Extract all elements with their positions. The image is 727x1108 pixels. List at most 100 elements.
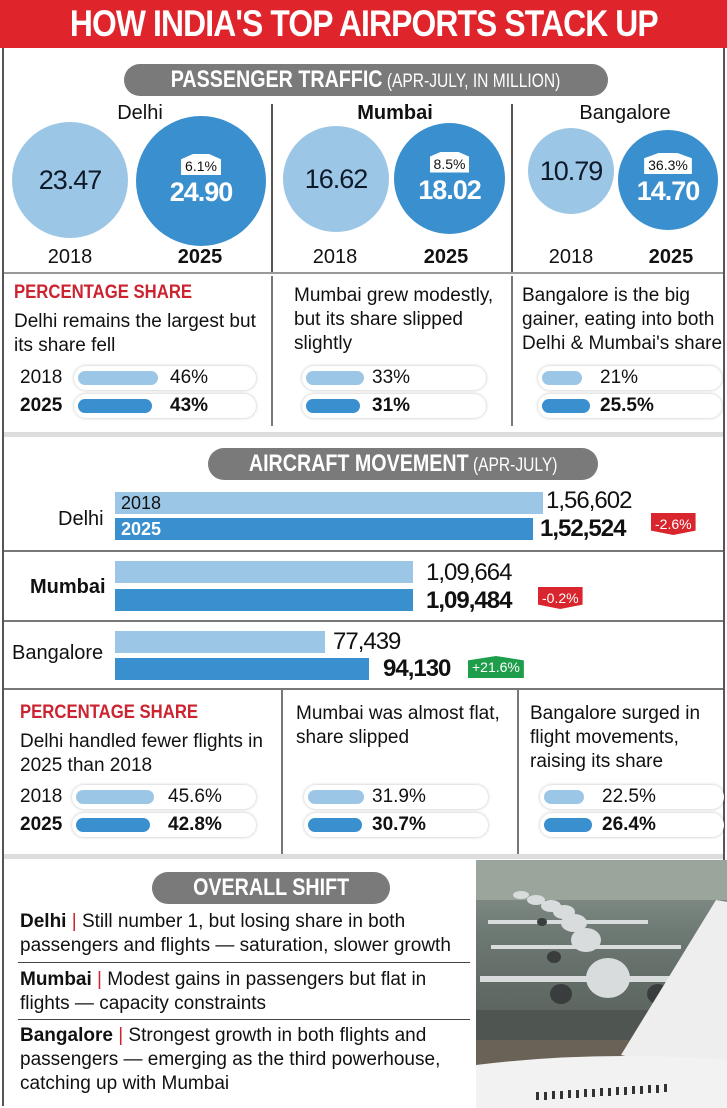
overall-shift-heading: OVERALL SHIFT (152, 872, 390, 904)
share-row-mumbai-2018: 31.9% (304, 785, 488, 809)
share-value: 46% (170, 367, 209, 388)
growth-badge: 36.3% (644, 153, 692, 174)
value: 10.79 (539, 155, 604, 186)
share-row-delhi-2018: 46% (74, 366, 256, 390)
share-row-bangalore-2025: 25.5% (538, 394, 722, 418)
share-value: 26.4% (602, 814, 656, 835)
title-text: HOW INDIA'S TOP AIRPORTS STACK UP (69, 3, 659, 44)
share-description: Mumbai was almost flat, share slipped (296, 703, 500, 748)
bar-delhi-2025: 2025 (115, 518, 533, 540)
share-bar (542, 399, 590, 413)
share-row-bangalore-2018: 21% (538, 366, 722, 390)
growth-badge: 8.5% (429, 151, 470, 173)
infographic-frame (2, 48, 725, 1106)
share-value: 31% (372, 395, 411, 416)
city-label-mumbai: Mumbai (30, 576, 106, 598)
bubble-bangalore-2018: 10.79 (528, 128, 614, 214)
shift-city: Mumbai (20, 969, 92, 990)
value-2025: 1,52,524 (540, 515, 626, 542)
value-2018: 1,56,602 (546, 487, 632, 514)
share-heading-text: PERCENTAGE SHARE (20, 702, 199, 723)
share-bar (76, 790, 154, 804)
shift-text: Modest gains in passengers but flat in f… (20, 969, 427, 1014)
value-2025: 94,130 (383, 655, 451, 682)
bubble-bangalore-2025: 36.3% 14.70 (618, 130, 718, 230)
share-bar (542, 371, 582, 385)
share-value: 43% (170, 395, 209, 416)
heading-main: PASSENGER TRAFFIC (171, 66, 383, 93)
shift-text: Still number 1, but losing share in both… (20, 911, 451, 956)
section-divider (4, 432, 723, 437)
divider (4, 550, 723, 552)
bar-mumbai-2018 (115, 561, 413, 583)
share-value: 45.6% (168, 786, 222, 807)
passenger-section-heading: PASSENGER TRAFFIC (APR-JULY, IN MILLION) (124, 64, 608, 96)
year-label: 2018 (20, 367, 63, 388)
value-2025: 1,09,484 (426, 587, 512, 614)
bar-mumbai-2025 (115, 589, 413, 611)
share-value: 31.9% (372, 786, 426, 807)
shift-item-mumbai: Mumbai | Modest gains in passengers but … (20, 968, 472, 1016)
divider (4, 620, 723, 622)
divider (271, 276, 273, 426)
share-bar (78, 399, 152, 413)
share-row-mumbai-2025: 30.7% (304, 813, 488, 837)
shift-city: Delhi (20, 911, 67, 932)
share-heading: PERCENTAGE SHARE (20, 702, 222, 724)
heading-main: AIRCRAFT MOVEMENT (248, 450, 469, 477)
bubble-delhi-2025: 6.1% 24.90 (136, 116, 266, 246)
share-value: 33% (372, 367, 411, 388)
shift-item-delhi: Delhi | Still number 1, but losing share… (20, 910, 472, 958)
share-value: 30.7% (372, 814, 426, 835)
divider (18, 1019, 470, 1020)
year-label: 2025 (648, 246, 694, 268)
separator: | (112, 1025, 129, 1046)
bar-year-label: 2025 (121, 519, 162, 539)
bar-year-label: 2018 (121, 493, 162, 513)
share-bar (78, 371, 158, 385)
year-label: 2018 (548, 246, 594, 268)
share-description: Mumbai grew modestly, but its share slip… (294, 285, 494, 354)
change-badge-growth: +21.6% (468, 656, 524, 678)
share-bar (76, 818, 150, 832)
divider (18, 962, 470, 963)
value: 23.47 (38, 164, 103, 195)
heading-main: OVERALL SHIFT (192, 874, 349, 901)
growth-badge: 6.1% (181, 154, 221, 175)
share-heading: PERCENTAGE SHARE (14, 282, 216, 304)
share-row-bangalore-2018: 22.5% (540, 785, 724, 809)
value: 24.90 (169, 177, 234, 207)
share-value: 22.5% (602, 786, 656, 807)
value: 16.62 (304, 163, 369, 194)
share-row-mumbai-2025: 31% (302, 394, 486, 418)
city-label-delhi: Delhi (117, 102, 163, 124)
airplanes-image (476, 860, 727, 1108)
share-bar (544, 790, 584, 804)
shift-item-bangalore: Bangalore | Strongest growth in both fli… (20, 1024, 472, 1096)
bar-bangalore-2018 (115, 631, 325, 653)
city-label-bangalore: Bangalore (12, 642, 104, 664)
share-value: 25.5% (600, 395, 654, 416)
share-value: 42.8% (168, 814, 222, 835)
year-label: 2018 (20, 786, 63, 807)
share-description: Delhi remains the largest but its share … (14, 311, 256, 356)
divider (517, 690, 519, 856)
year-label: 2025 (20, 395, 63, 416)
share-row-delhi-2025: 42.8% (72, 813, 256, 837)
value-2018: 1,09,664 (426, 559, 512, 586)
share-row-delhi-2018: 45.6% (72, 785, 256, 809)
value: 18.02 (418, 174, 482, 205)
bubble-mumbai-2018: 16.62 (283, 126, 389, 232)
divider (271, 104, 273, 272)
bar-bangalore-2025 (115, 658, 369, 680)
year-label: 2025 (20, 814, 63, 835)
city-label-delhi: Delhi (58, 508, 104, 530)
share-value: 21% (600, 367, 639, 388)
divider (511, 276, 513, 426)
share-description: Delhi handled fewer flights in 2025 than… (20, 731, 263, 776)
share-row-bangalore-2025: 26.4% (540, 813, 724, 837)
separator: | (91, 969, 108, 990)
value-2018: 77,439 (333, 628, 401, 655)
share-description: Bangalore surged in flight movements, ra… (530, 703, 701, 772)
share-description: Bangalore is the big gainer, eating into… (522, 285, 723, 354)
